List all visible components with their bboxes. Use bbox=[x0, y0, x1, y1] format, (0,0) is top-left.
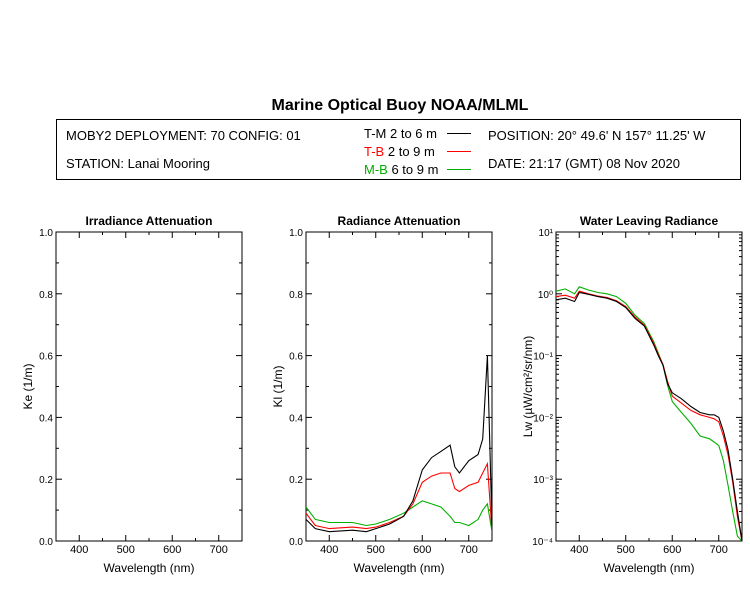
y-tick-label: 10⁰ bbox=[538, 290, 553, 301]
y-tick-label: 0.0 bbox=[289, 537, 303, 548]
y-tick-label: 1.0 bbox=[39, 228, 53, 239]
y-tick-label: 10¹ bbox=[539, 228, 554, 239]
y-tick-label: 0.8 bbox=[289, 290, 303, 301]
legend-line-tm bbox=[447, 133, 471, 134]
legend-item-tb: T-B 2 to 9 m bbox=[364, 144, 435, 159]
y-tick-label: 0.6 bbox=[289, 352, 303, 363]
series-line-1 bbox=[556, 290, 742, 541]
y-axis-label: Kl (1/m) bbox=[271, 365, 285, 407]
x-tick-label: 400 bbox=[70, 544, 88, 556]
plot-frame bbox=[555, 231, 743, 542]
x-tick-label: 500 bbox=[367, 544, 385, 556]
series-line-0 bbox=[306, 355, 492, 533]
x-axis-label: Wavelength (nm) bbox=[604, 561, 695, 575]
y-tick-label: 0.0 bbox=[39, 537, 53, 548]
y-tick-label: 10⁻¹ bbox=[533, 352, 553, 363]
x-tick-label: 600 bbox=[413, 544, 431, 556]
legend-line-mb bbox=[447, 169, 471, 170]
legend-code: M-B bbox=[364, 162, 388, 177]
y-tick-label: 10⁻³ bbox=[533, 475, 553, 486]
y-tick-label: 0.2 bbox=[39, 475, 53, 486]
chart-title: Irradiance Attenuation bbox=[86, 214, 213, 228]
x-axis-label: Wavelength (nm) bbox=[354, 561, 445, 575]
y-tick-label: 0.4 bbox=[39, 413, 53, 424]
y-axis-label: Ke (1/m) bbox=[21, 363, 35, 409]
y-tick-label: 0.8 bbox=[39, 290, 53, 301]
deployment-info-box: MOBY2 DEPLOYMENT: 70 CONFIG: 01 STATION:… bbox=[56, 119, 741, 180]
y-tick-label: 0.6 bbox=[39, 352, 53, 363]
station-text: STATION: Lanai Mooring bbox=[66, 156, 211, 171]
x-tick-label: 500 bbox=[117, 544, 135, 556]
x-tick-label: 700 bbox=[210, 544, 228, 556]
date-text: DATE: 21:17 (GMT) 08 Nov 2020 bbox=[488, 156, 680, 171]
x-tick-label: 600 bbox=[663, 544, 681, 556]
y-tick-label: 1.0 bbox=[289, 228, 303, 239]
x-tick-label: 700 bbox=[460, 544, 478, 556]
legend-range: 2 to 9 m bbox=[387, 144, 435, 159]
chart-title: Water Leaving Radiance bbox=[580, 214, 719, 228]
x-axis-label: Wavelength (nm) bbox=[104, 561, 195, 575]
position-text: POSITION: 20° 49.6' N 157° 11.25' W bbox=[488, 128, 706, 143]
x-tick-label: 400 bbox=[570, 544, 588, 556]
y-tick-label: 10⁻⁴ bbox=[532, 537, 553, 548]
y-axis-label: Lw (µW/cm²/sr/nm) bbox=[521, 336, 535, 438]
series-line-2 bbox=[306, 500, 492, 532]
plot-frame bbox=[55, 231, 243, 542]
deployment-text: MOBY2 DEPLOYMENT: 70 CONFIG: 01 bbox=[66, 128, 301, 143]
legend-code: T-M bbox=[364, 126, 387, 141]
legend-line-tb bbox=[447, 151, 471, 152]
page-title: Marine Optical Buoy NOAA/MLML bbox=[271, 97, 529, 114]
legend-item-tm: T-M 2 to 6 m bbox=[364, 126, 437, 141]
legend-range: 6 to 9 m bbox=[391, 162, 439, 177]
series-line-2 bbox=[556, 286, 742, 541]
plot-frame bbox=[305, 231, 493, 542]
y-tick-label: 0.4 bbox=[289, 413, 303, 424]
y-tick-label: 0.2 bbox=[289, 475, 303, 486]
x-tick-label: 400 bbox=[320, 544, 338, 556]
legend-range: 2 to 6 m bbox=[390, 126, 437, 141]
x-tick-label: 700 bbox=[710, 544, 728, 556]
x-tick-label: 500 bbox=[617, 544, 635, 556]
series-line-1 bbox=[306, 461, 492, 532]
x-tick-label: 600 bbox=[163, 544, 181, 556]
series-line-0 bbox=[556, 291, 742, 541]
y-tick-label: 10⁻² bbox=[533, 413, 553, 424]
legend-item-mb: M-B 6 to 9 m bbox=[364, 162, 438, 177]
legend-code: T-B bbox=[364, 144, 385, 159]
chart-title: Radiance Attenuation bbox=[338, 214, 461, 228]
